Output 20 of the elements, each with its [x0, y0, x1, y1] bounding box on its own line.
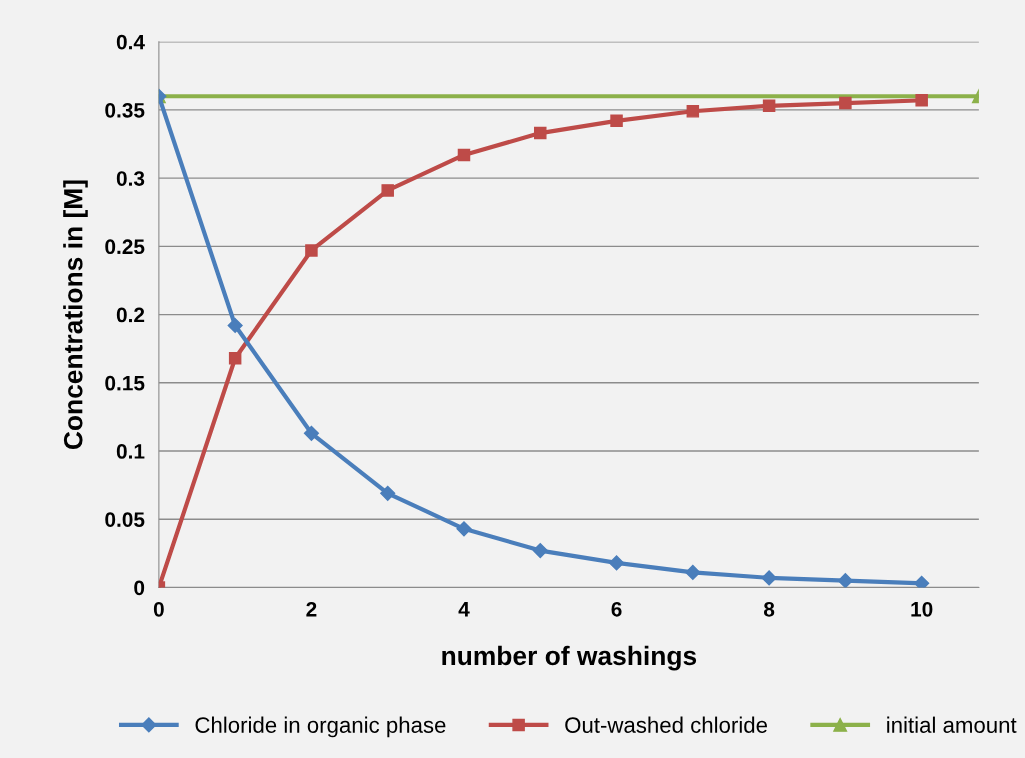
x-tick-label: 6 [611, 601, 622, 617]
x-tick-label: 8 [763, 601, 775, 617]
y-tick-label: 0.15 [105, 375, 145, 391]
y-tick-label: 0 [134, 580, 145, 596]
legend-label: Chloride in organic phase [195, 716, 446, 738]
y-tick-label: 0.4 [116, 34, 145, 50]
x-axis-title: number of washings [442, 645, 697, 671]
x-tick-label: 2 [306, 601, 317, 617]
y-tick-label: 0.05 [105, 512, 145, 527]
y-tick-label: 0.35 [105, 102, 145, 118]
x-tick-label: 0 [153, 601, 164, 617]
y-axis-title: Concentrations in [M] [63, 180, 88, 450]
legend-label: Out-washed chloride [565, 716, 767, 733]
x-tick-label: 10 [911, 601, 933, 617]
y-tick-label: 0.2 [116, 307, 145, 323]
x-tick-label: 4 [458, 602, 470, 617]
y-tick-label: 0.25 [105, 239, 145, 255]
y-tick-label: 0.1 [116, 444, 145, 459]
y-tick-label: 0.3 [116, 171, 145, 186]
legend-label: initial amount [887, 716, 1017, 733]
